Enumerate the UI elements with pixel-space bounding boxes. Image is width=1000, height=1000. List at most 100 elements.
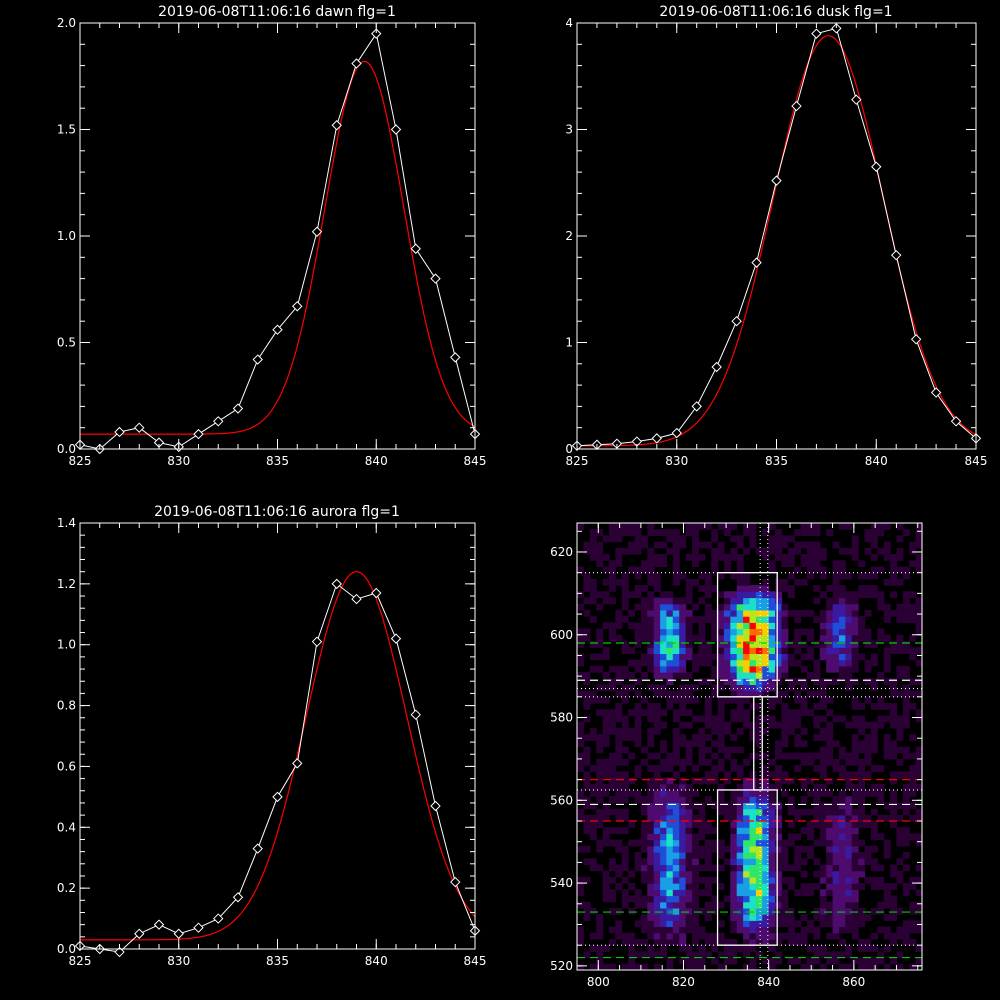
heatmap-cell (883, 814, 891, 822)
heatmap-cell (672, 802, 680, 810)
heatmap-cell (602, 876, 610, 884)
heatmap-cell (870, 703, 878, 710)
heatmap-cell (647, 523, 655, 530)
heatmap-cell (826, 802, 834, 810)
heatmap-cell (851, 790, 859, 797)
heatmap-cell (608, 777, 616, 785)
heatmap-cell (749, 870, 757, 878)
heatmap-cell (698, 777, 706, 785)
heatmap-cell (647, 554, 655, 561)
heatmap-cell (800, 684, 808, 692)
heatmap-cell (640, 560, 648, 568)
heatmap-cell (672, 535, 680, 543)
heatmap-cell (660, 554, 668, 561)
heatmap-cell (838, 901, 846, 909)
heatmap-cell (851, 870, 859, 878)
heatmap-cell (902, 603, 910, 611)
heatmap-cell (813, 641, 821, 648)
heatmap-cell (743, 907, 751, 915)
heatmap-cell (890, 591, 898, 599)
heatmap-cell (781, 628, 789, 636)
heatmap-cell (845, 609, 853, 617)
heatmap-cell (749, 752, 757, 760)
heatmap-cell (717, 796, 725, 803)
heatmap-cell (832, 560, 840, 568)
heatmap-cell (704, 864, 712, 872)
heatmap-cell (826, 727, 834, 735)
heatmap-cell (826, 597, 834, 605)
heatmap-cell (902, 572, 910, 580)
heatmap-cell (666, 932, 674, 940)
heatmap-cell (807, 889, 814, 897)
x-tick-label: 830 (167, 454, 190, 468)
heatmap-cell (743, 858, 751, 866)
heatmap-cell (717, 647, 725, 654)
heatmap-cell (755, 920, 763, 928)
heatmap-cell (577, 758, 584, 766)
heatmap-cell (832, 864, 840, 872)
heatmap-cell (768, 597, 776, 605)
heatmap-cell (838, 560, 846, 568)
heatmap-cell (845, 684, 853, 692)
heatmap-cell (864, 696, 872, 704)
heatmap-cell (902, 641, 910, 648)
heatmap-cell (672, 709, 680, 717)
heatmap-cell (583, 547, 591, 555)
data-point (272, 791, 283, 803)
heatmap-cell (864, 659, 872, 667)
heatmap-cell (679, 572, 687, 580)
heatmap-cell (762, 783, 770, 791)
heatmap-cell (858, 740, 866, 748)
heatmap-cell (608, 529, 616, 536)
heatmap-cell (660, 889, 668, 897)
heatmap-cell (640, 845, 648, 853)
heatmap-cell (653, 777, 661, 785)
heatmap-cell (640, 796, 648, 803)
heatmap-cell (717, 554, 725, 561)
heatmap-cell (890, 939, 898, 946)
heatmap-cell (832, 802, 840, 810)
heatmap-cell (647, 765, 655, 772)
heatmap-cell (589, 665, 597, 673)
heatmap-cell (602, 696, 610, 704)
heatmap-cell (794, 541, 802, 549)
heatmap-cell (596, 957, 604, 965)
chart-dusk: 2019-06-08T11:06:16 dusk flg=1 825 830 835… (565, 4, 987, 468)
heatmap-cell (685, 914, 693, 921)
chart-title: 2019-06-08T11:06:16 aurora flg=1 (154, 504, 400, 520)
heatmap-cell (915, 758, 923, 766)
heatmap-cell (679, 907, 687, 915)
heatmap-cell (628, 609, 636, 617)
heatmap-cell (781, 560, 789, 568)
heatmap-cell (736, 578, 744, 586)
heatmap-cell (666, 678, 674, 685)
heatmap-cell (577, 591, 584, 599)
heatmap-cell (813, 957, 821, 965)
heatmap-cell (743, 609, 751, 617)
heatmap-cell (736, 901, 744, 909)
heatmap-cell (583, 796, 591, 803)
heatmap-cell (723, 895, 731, 903)
heatmap-cell (647, 641, 655, 648)
heatmap-cell (851, 957, 859, 965)
heatmap-cell (730, 920, 738, 928)
heatmap-cell (915, 628, 923, 636)
heatmap-cell (851, 746, 859, 754)
heatmap-cell (589, 833, 597, 841)
heatmap-cell (634, 939, 642, 946)
heatmap-cell (775, 876, 783, 884)
heatmap-cell (845, 802, 853, 810)
heatmap-cell (615, 634, 623, 642)
heatmap-cell (717, 684, 725, 692)
heatmap-cell (781, 672, 789, 679)
heatmap-cell (621, 727, 629, 735)
heatmap-cell (672, 746, 680, 754)
heatmap-cell (845, 827, 853, 834)
heatmap-cell (685, 957, 693, 965)
heatmap-cell (621, 672, 629, 679)
heatmap-cell (653, 609, 661, 617)
heatmap-cell (577, 752, 584, 760)
heatmap-cell (634, 659, 642, 667)
heatmap-cell (755, 783, 763, 791)
heatmap-cell (647, 578, 655, 586)
